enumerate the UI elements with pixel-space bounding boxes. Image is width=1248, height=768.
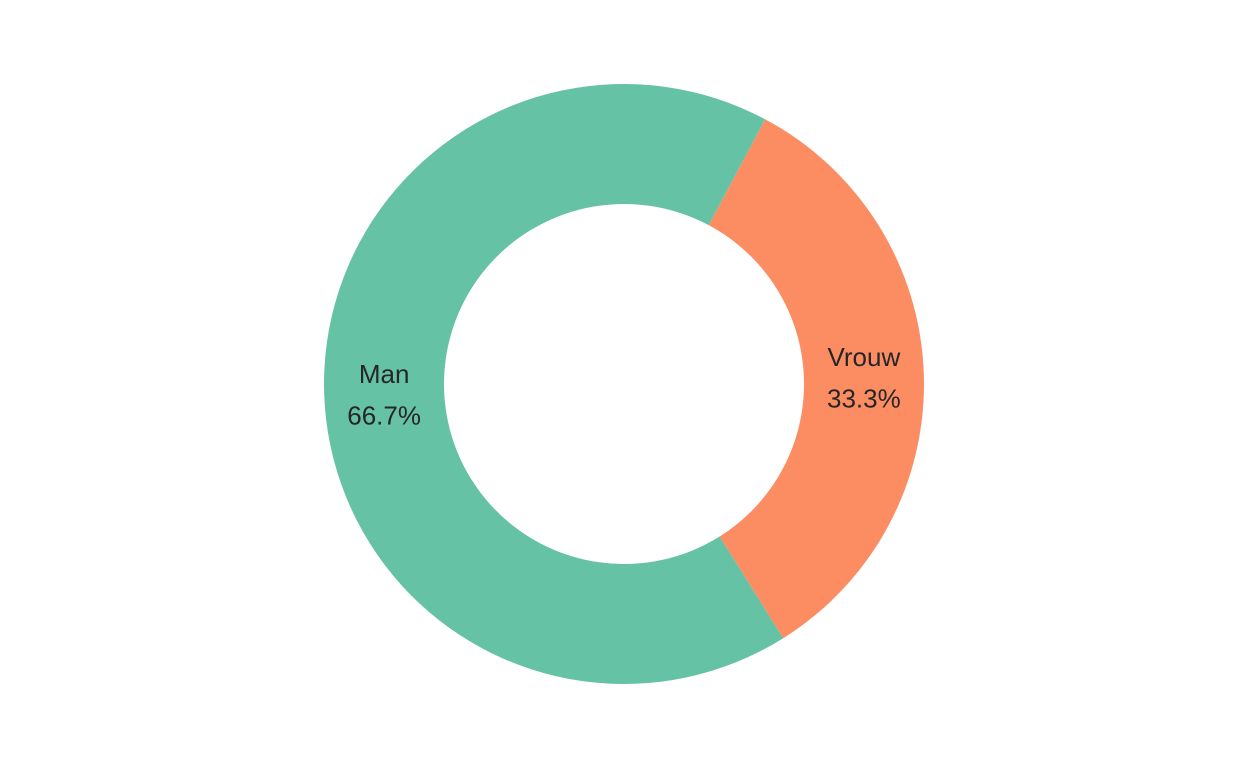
slice-label-vrouw: Vrouw 33.3% — [827, 342, 901, 414]
slice-category-label: Man — [359, 359, 410, 389]
slice-vrouw — [708, 119, 924, 639]
slice-label-man: Man 66.7% — [347, 359, 421, 431]
slice-percent-label: 33.3% — [827, 384, 901, 414]
slices-group — [324, 84, 924, 685]
labels-group: Vrouw 33.3% Man 66.7% — [347, 342, 900, 430]
slice-percent-label: 66.7% — [347, 400, 421, 430]
slice-man — [324, 84, 784, 685]
slice-category-label: Vrouw — [827, 342, 900, 372]
